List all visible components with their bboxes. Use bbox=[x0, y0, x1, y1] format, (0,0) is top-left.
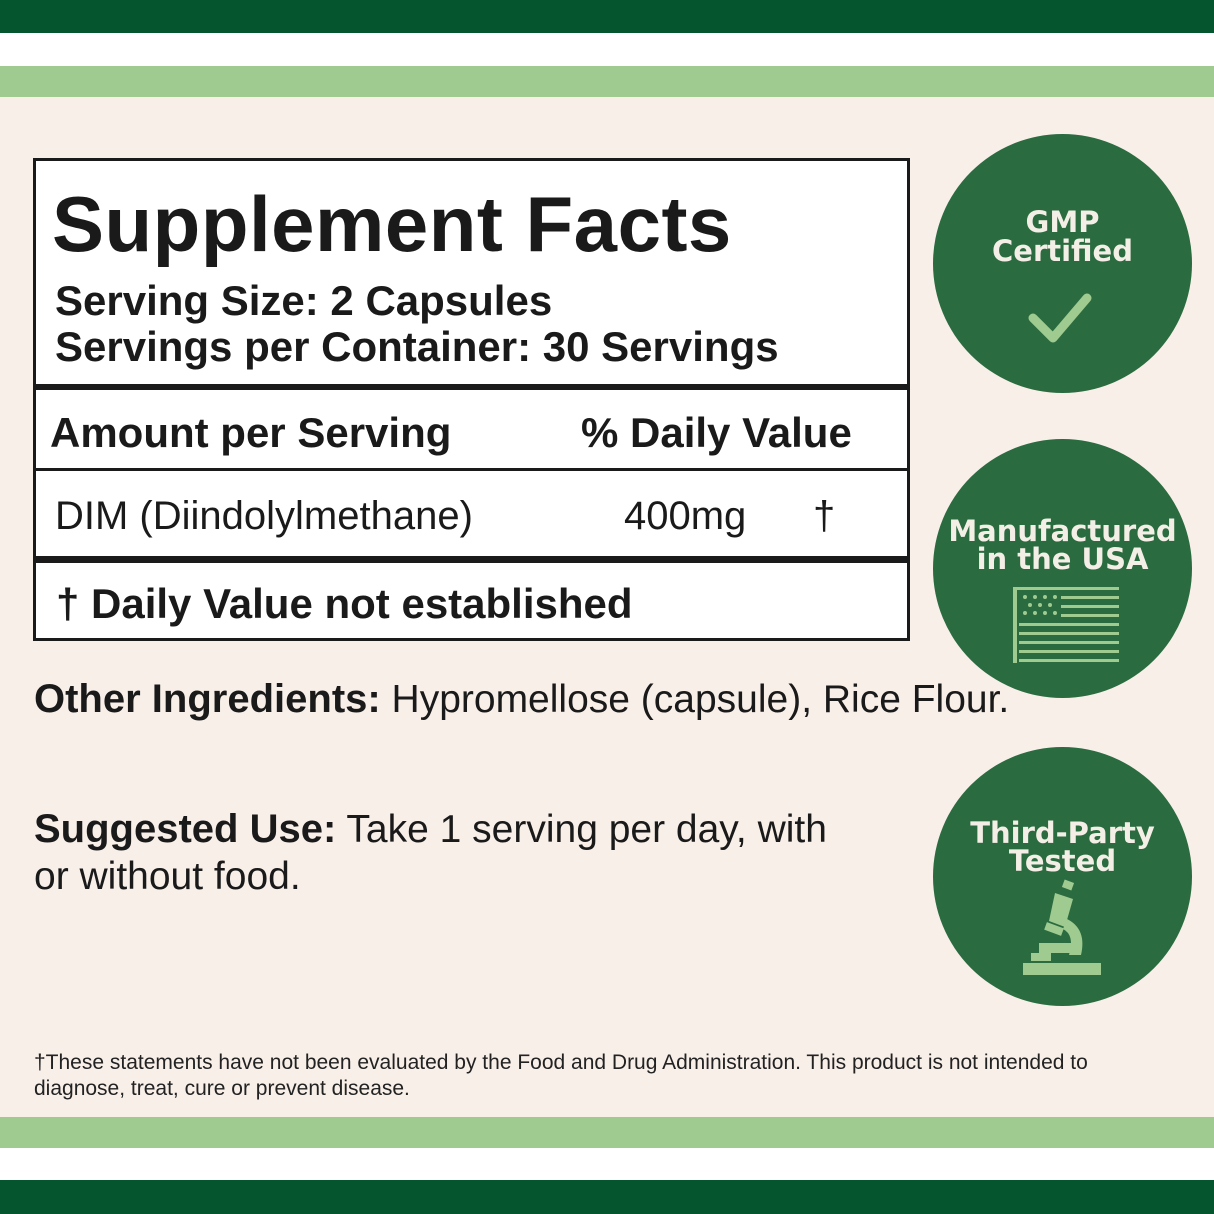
divider-thick bbox=[36, 384, 907, 390]
bottom-white-band bbox=[0, 1148, 1214, 1180]
badge-made-in-usa: Manufactured in the USA bbox=[933, 439, 1192, 698]
other-ingredients: Other Ingredients: Hypromellose (capsule… bbox=[34, 676, 1009, 723]
fda-disclaimer: †These statements have not been evaluate… bbox=[34, 1051, 1088, 1100]
serving-size: Serving Size: 2 Capsules bbox=[55, 277, 553, 324]
other-ingredients-text: Hypromellose (capsule), Rice Flour. bbox=[380, 678, 1010, 721]
ingredient-amount: 400mg bbox=[624, 494, 747, 538]
suggested-use-text: Take 1 serving per day, with or without … bbox=[34, 808, 827, 898]
divider-thick bbox=[36, 556, 907, 563]
badge-line2: in the USA bbox=[976, 542, 1149, 576]
suggested-use-label: Suggested Use: bbox=[34, 807, 337, 851]
badge-third-party-tested: Third-Party Tested bbox=[933, 747, 1192, 1006]
checkmark-icon bbox=[1028, 293, 1092, 343]
us-flag-icon bbox=[1013, 587, 1119, 663]
badge-line1: Third-Party bbox=[970, 816, 1155, 850]
badge-gmp-certified: GMP Certified bbox=[933, 134, 1192, 393]
suggested-use: Suggested Use: Take 1 serving per day, w… bbox=[34, 806, 854, 900]
badge-line2: Certified bbox=[992, 234, 1133, 268]
top-dark-band bbox=[0, 0, 1214, 33]
top-white-band bbox=[0, 33, 1214, 66]
badge-line1: Manufactured bbox=[948, 514, 1177, 548]
servings-per-container: Servings per Container: 30 Servings bbox=[55, 323, 779, 370]
supplement-facts-panel: Supplement Facts Serving Size: 2 Capsule… bbox=[33, 158, 910, 641]
microscope-icon bbox=[1023, 879, 1101, 975]
other-ingredients-label: Other Ingredients: bbox=[34, 677, 381, 721]
header-amount: Amount per Serving bbox=[50, 409, 452, 456]
bottom-light-band bbox=[0, 1117, 1214, 1148]
bottom-dark-band bbox=[0, 1180, 1214, 1214]
header-daily-value: % Daily Value bbox=[581, 409, 852, 456]
ingredient-name: DIM (Diindolylmethane) bbox=[55, 494, 473, 538]
ingredient-dv: † bbox=[813, 494, 836, 538]
badge-line2: Tested bbox=[1008, 844, 1117, 878]
top-light-band bbox=[0, 66, 1214, 97]
dv-footnote: † Daily Value not established bbox=[56, 580, 633, 627]
facts-title: Supplement Facts bbox=[52, 180, 732, 268]
badge-line1: GMP bbox=[1025, 205, 1100, 239]
divider bbox=[36, 468, 907, 471]
